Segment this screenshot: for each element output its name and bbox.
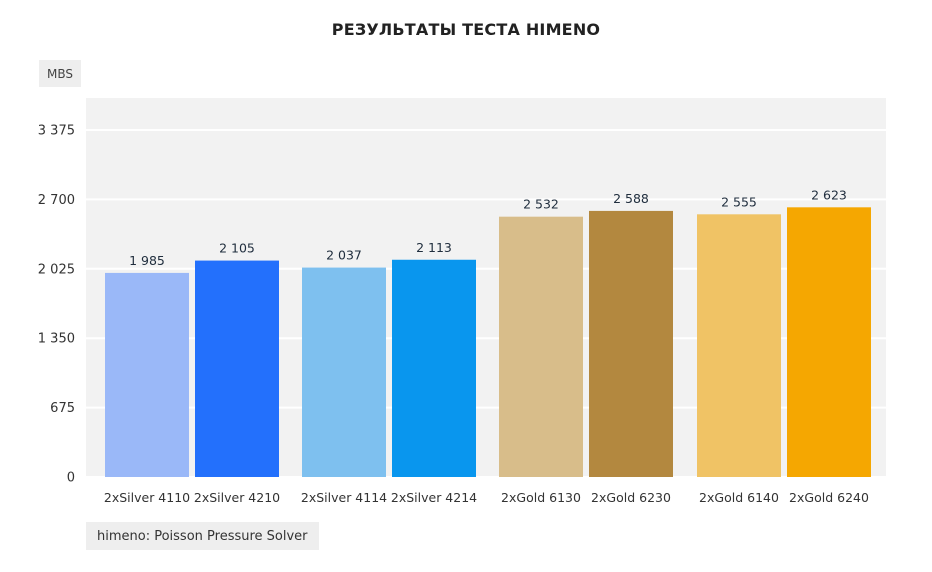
x-category-label: 2xGold 6230 [591, 490, 671, 505]
x-axis-category-labels: 2xSilver 4110 2xSilver 4210 2xSilver 4114 2… [104, 490, 869, 505]
bar-value-label: 2 588 [613, 191, 649, 206]
y-tick-label: 3 375 [38, 124, 75, 139]
x-category-label: 2xGold 6130 [501, 490, 581, 505]
bar-value-label: 2 037 [326, 248, 362, 263]
bars [105, 207, 871, 477]
series-legend-label: himeno: Poisson Pressure Solver [86, 522, 319, 550]
x-category-label: 2xSilver 4214 [391, 490, 477, 505]
y-tick-label: 0 [67, 471, 75, 486]
bar[interactable] [105, 272, 189, 477]
value-labels: 1 985 2 105 2 037 2 113 2 532 2 588 2 555 2 623 [129, 187, 847, 268]
bar[interactable] [499, 216, 583, 477]
x-category-label: 2xSilver 4210 [194, 490, 280, 505]
bar[interactable] [697, 214, 781, 477]
x-category-label: 2xGold 6140 [699, 490, 779, 505]
bar[interactable] [787, 207, 871, 477]
bar-value-label: 2 105 [219, 241, 255, 256]
bar[interactable] [302, 267, 386, 477]
y-axis-unit-label: MBS [39, 60, 81, 87]
y-tick-label: 1 350 [38, 332, 75, 347]
bar[interactable] [589, 210, 673, 477]
x-category-label: 2xSilver 4110 [104, 490, 190, 505]
x-category-label: 2xSilver 4114 [301, 490, 387, 505]
chart-title: РЕЗУЛЬТАТЫ ТЕСТА HIMENO [331, 20, 601, 39]
bar[interactable] [392, 259, 476, 477]
y-tick-label: 2 025 [38, 262, 75, 277]
bar-value-label: 2 532 [523, 197, 559, 212]
bar-value-label: 1 985 [129, 253, 165, 268]
bar[interactable] [195, 260, 279, 477]
x-category-label: 2xGold 6240 [789, 490, 869, 505]
y-axis-tick-labels: 0 675 1 350 2 025 2 700 3 375 [38, 124, 75, 486]
bar-value-label: 2 623 [811, 187, 847, 202]
bar-value-label: 2 113 [416, 240, 452, 255]
bar-value-label: 2 555 [721, 194, 757, 209]
y-tick-label: 675 [50, 401, 75, 416]
y-tick-label: 2 700 [38, 193, 75, 208]
